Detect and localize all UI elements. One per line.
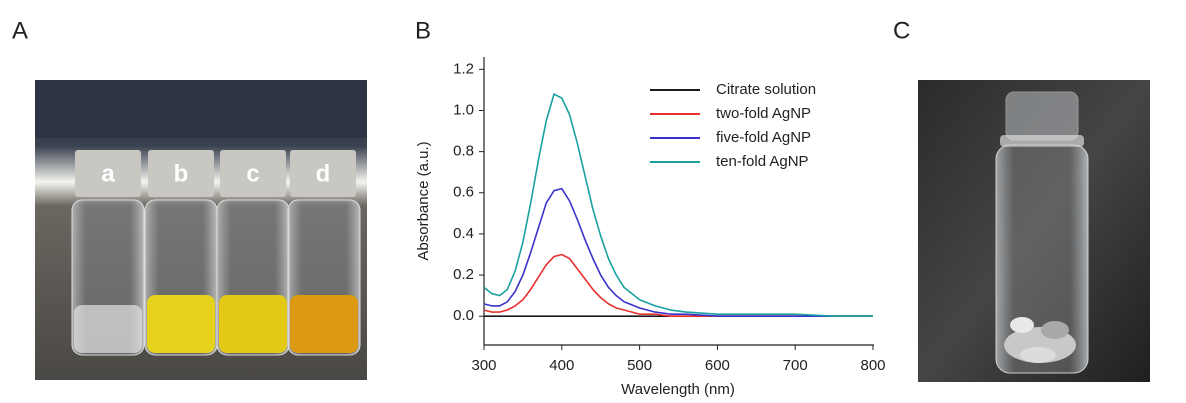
- legend-label: two-fold AgNP: [716, 105, 811, 122]
- legend-label: Citrate solution: [716, 81, 816, 98]
- y-tick-label: 0.6: [453, 184, 474, 201]
- panel-label: B: [415, 17, 431, 44]
- vial-label: b: [174, 160, 189, 187]
- x-tick-label: 400: [549, 357, 574, 374]
- y-tick-label: 1.2: [453, 60, 474, 77]
- x-tick-label: 500: [627, 357, 652, 374]
- vial-label: c: [246, 160, 259, 187]
- series-line: [483, 93, 873, 317]
- vial-label: d: [316, 160, 331, 187]
- series-line: [483, 187, 873, 317]
- x-tick-label: 600: [705, 357, 730, 374]
- vial-label: a: [101, 160, 115, 187]
- y-tick-label: 0.4: [453, 225, 474, 242]
- y-tick-label: 0.8: [453, 143, 474, 160]
- x-tick-label: 300: [471, 357, 496, 374]
- x-axis-label: Wavelength (nm): [621, 381, 735, 398]
- y-tick-label: 0.0: [453, 307, 474, 324]
- photo-powder: [918, 80, 1150, 382]
- y-axis-label: Absorbance (a.u.): [415, 141, 432, 260]
- photo-vials: [35, 80, 367, 380]
- series-line: [483, 253, 873, 317]
- x-tick-label: 700: [783, 357, 808, 374]
- y-tick-label: 0.2: [453, 266, 474, 283]
- x-tick-label: 800: [860, 357, 885, 374]
- panel-label: C: [893, 17, 910, 44]
- legend-label: five-fold AgNP: [716, 129, 811, 146]
- legend-label: ten-fold AgNP: [716, 153, 809, 170]
- y-tick-label: 1.0: [453, 101, 474, 118]
- panel-label: A: [12, 17, 28, 44]
